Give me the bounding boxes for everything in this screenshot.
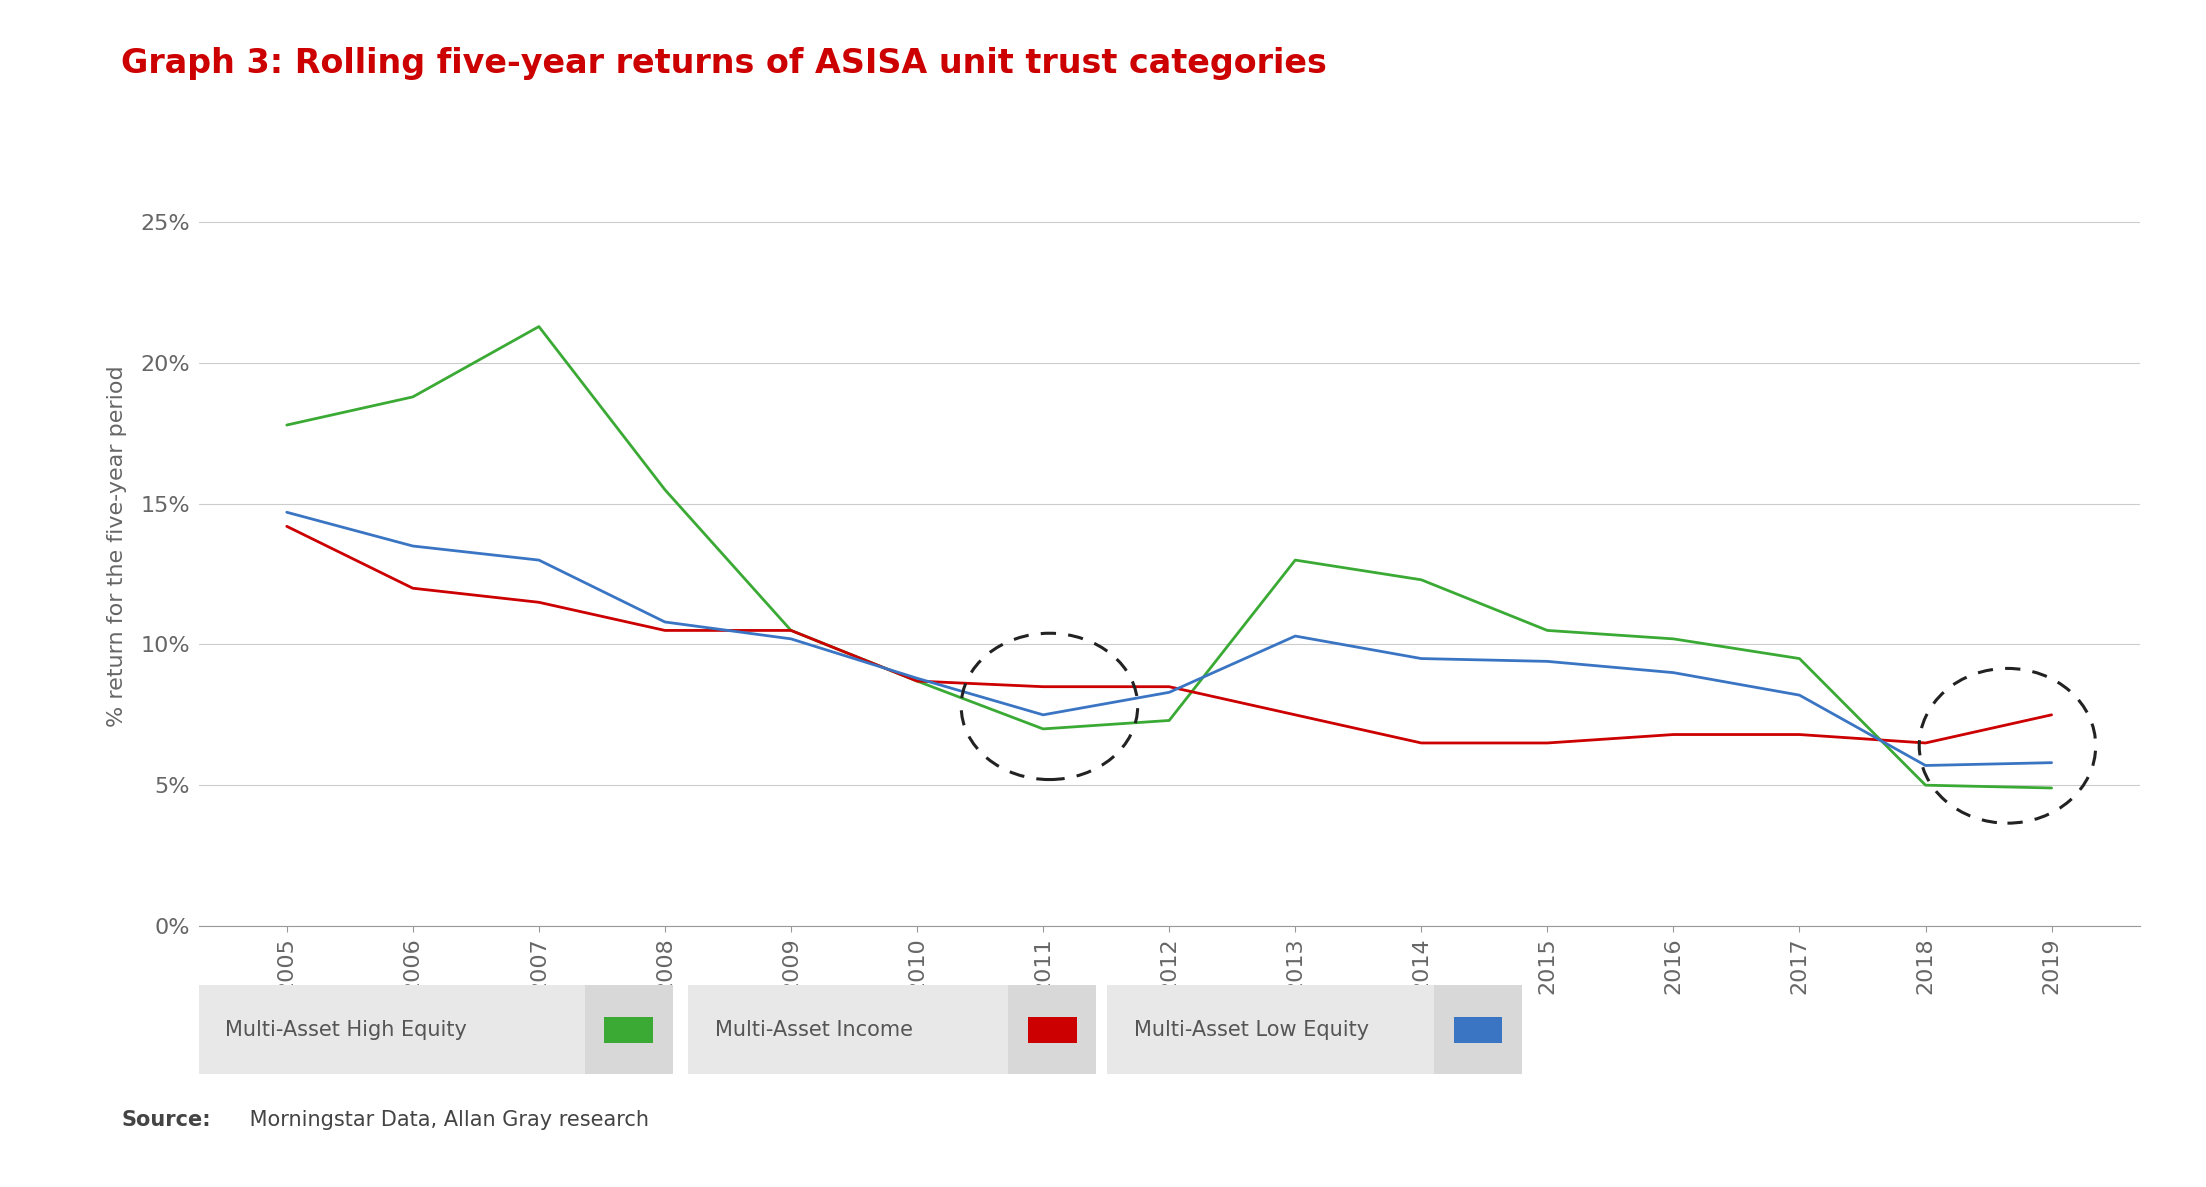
Text: Multi-Asset Income: Multi-Asset Income [715, 1020, 913, 1040]
Text: Source:: Source: [121, 1110, 212, 1130]
Text: Graph 3: Rolling five-year returns of ASISA unit trust categories: Graph 3: Rolling five-year returns of AS… [121, 47, 1328, 81]
Text: Multi-Asset High Equity: Multi-Asset High Equity [225, 1020, 468, 1040]
Text: Multi-Asset Low Equity: Multi-Asset Low Equity [1134, 1020, 1370, 1040]
Text: Morningstar Data, Allan Gray research: Morningstar Data, Allan Gray research [243, 1110, 649, 1130]
Y-axis label: % return for the five-year period: % return for the five-year period [106, 366, 126, 726]
